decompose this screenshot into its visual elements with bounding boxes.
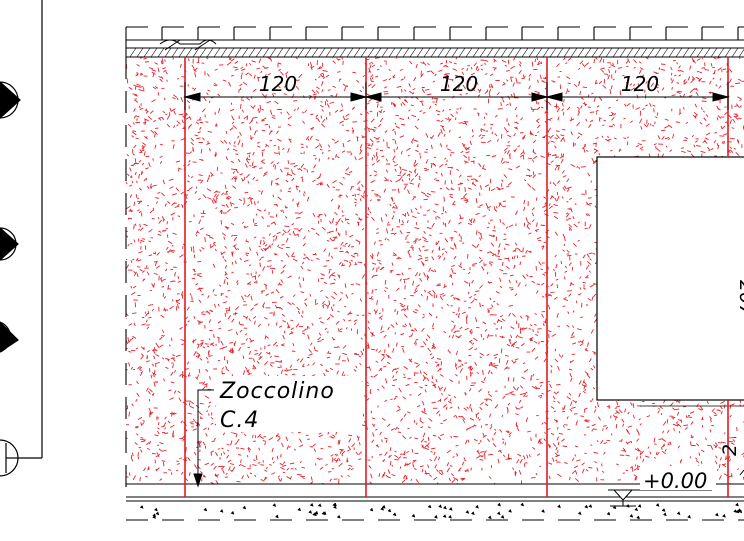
level-background [640, 466, 716, 490]
top-hatch-strip [129, 47, 744, 58]
top-dashed-outline [125, 26, 744, 58]
wall-opening [596, 156, 744, 407]
duct-symbol [159, 39, 217, 51]
level-label: +0.00 [643, 469, 707, 493]
vertical-dimension-top: 207 [735, 280, 744, 316]
dimension-lines [183, 82, 730, 110]
panel-joints [184, 57, 729, 497]
dimension-label-3: 120 [621, 72, 659, 96]
label-background [216, 376, 362, 432]
dimension-label-2: 120 [440, 72, 478, 96]
label-leader [193, 389, 214, 488]
label-line-2: C.4 [220, 408, 259, 433]
dimension-label-1: 120 [259, 72, 297, 96]
floor-aggregate [139, 502, 743, 520]
left-section-markers [0, 0, 43, 477]
label-line-1: Zoccolino [219, 379, 335, 404]
vertical-dimension-bottom: 2 [719, 444, 741, 456]
